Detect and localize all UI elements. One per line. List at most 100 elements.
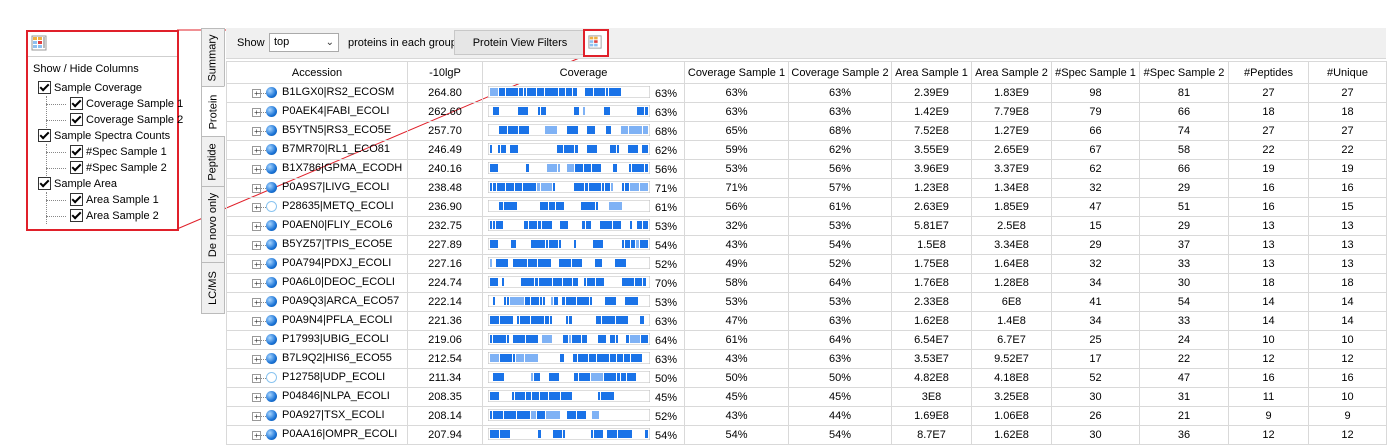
accession-cell[interactable]: + P0A9N4|PFLA_ECOLI [226, 311, 408, 331]
coverage-segment [500, 354, 512, 362]
accession-cell[interactable]: + B5YTN5|RS3_ECO5E [226, 121, 408, 141]
coverage-segment [631, 354, 642, 362]
col-header[interactable]: Coverage [482, 61, 685, 84]
value-cell: 50% [788, 368, 892, 388]
checkbox-checked-icon[interactable] [38, 128, 51, 142]
accession-cell[interactable]: + P0AEK4|FABI_ECOLI [226, 102, 408, 122]
accession-cell[interactable]: + B7MR70|RL1_ECO81 [226, 140, 408, 160]
col-header[interactable]: Coverage Sample 2 [788, 61, 892, 84]
table-row[interactable]: + P0A794|PDXJ_ECOLI 227.16 52% 49% 52% 1.75E8 1… [226, 254, 1387, 274]
table-row[interactable]: + P04846|NLPA_ECOLI 208.35 45% 45% 45% 3E8 3.25… [226, 387, 1387, 407]
coverage-segment [493, 297, 495, 305]
coverage-segment [524, 221, 528, 229]
col-header[interactable]: #Spec Sample 1 [1051, 61, 1140, 84]
accession-cell[interactable]: + P0A9Q3|ARCA_ECO57 [226, 292, 408, 312]
column-option[interactable]: Coverage Sample 2 [28, 112, 183, 128]
accession-cell[interactable]: + B7L9Q2|HIS6_ECO55 [226, 349, 408, 369]
checkbox-checked-icon[interactable] [70, 208, 83, 222]
column-grid-icon[interactable] [31, 35, 47, 51]
tab-summary[interactable]: Summary [201, 28, 225, 88]
table-row[interactable]: + B5YZ57|TPIS_ECO5E 227.89 54% 43% 54% 1.5E8 3.… [226, 235, 1387, 255]
coverage-percent: 63% [655, 316, 678, 328]
table-row[interactable]: + P0A9S7|LIVG_ECOLI 238.48 71% 71% 57% 1.23E8 1… [226, 178, 1387, 198]
column-option[interactable]: #Spec Sample 1 [28, 144, 177, 160]
table-row[interactable]: + P0A6L0|DEOC_ECOLI 224.74 70% 58% 64% 1.76E8 1… [226, 273, 1387, 293]
value-cell: 53% [684, 159, 789, 179]
value-cell: 4.18E8 [971, 368, 1052, 388]
column-option[interactable]: Coverage Sample 1 [28, 96, 183, 112]
coverage-segment [523, 183, 536, 191]
group-sample-spectra-counts[interactable]: Sample Spectra Counts [28, 128, 177, 144]
checkbox-checked-icon[interactable] [70, 144, 83, 158]
accession-cell[interactable]: + P0AA16|OMPR_ECOLI [226, 425, 408, 445]
checkbox-checked-icon[interactable] [70, 192, 83, 206]
table-row[interactable]: + P28635|METQ_ECOLI 236.90 61% 56% 61% 2.63E9 1… [226, 197, 1387, 217]
coverage-segment [512, 392, 514, 400]
checkbox-checked-icon[interactable] [70, 112, 83, 126]
col-header[interactable]: Coverage Sample 1 [684, 61, 789, 84]
table-row[interactable]: + P0AEK4|FABI_ECOLI 262.60 63% 63% 63% 1.42E9 7… [226, 102, 1387, 122]
column-chooser-button[interactable] [583, 29, 609, 57]
accession-cell[interactable]: + P0A927|TSX_ECOLI [226, 406, 408, 426]
accession-cell[interactable]: + P28635|METQ_ECOLI [226, 197, 408, 217]
table-row[interactable]: + B5YTN5|RS3_ECO5E 257.70 68% 65% 68% 7.52E8 1.… [226, 121, 1387, 141]
coverage-segment [581, 202, 595, 210]
tab-de-novo-only[interactable]: De novo only [201, 186, 225, 264]
table-row[interactable]: + P12758|UDP_ECOLI 211.34 50% 50% 50% 4.82E8 4.… [226, 368, 1387, 388]
accession-cell[interactable]: + P17993|UBIG_ECOLI [226, 330, 408, 350]
coverage-segment [618, 430, 632, 438]
value-cell: 3.96E9 [891, 159, 972, 179]
checkbox-checked-icon[interactable] [38, 176, 51, 190]
group-sample-area[interactable]: Sample Area [28, 176, 177, 192]
accession-text: P28635|METQ_ECOLI [282, 200, 394, 212]
coverage-bar [488, 162, 650, 174]
coverage-segment [500, 430, 510, 438]
tab-peptide[interactable]: Peptide [201, 136, 225, 188]
table-row[interactable]: + P17993|UBIG_ECOLI 219.06 64% 61% 64% 6.54E7 6… [226, 330, 1387, 350]
column-option[interactable]: #Spec Sample 2 [28, 160, 177, 176]
coverage-segment [622, 278, 634, 286]
value-cell: 31 [1139, 387, 1229, 407]
checkbox-checked-icon[interactable] [38, 80, 51, 94]
accession-cell[interactable]: + P12758|UDP_ECOLI [226, 368, 408, 388]
top-select[interactable]: top ⌄ [269, 33, 339, 52]
table-row[interactable]: + P0A9Q3|ARCA_ECO57 222.14 53% 53% 53% 2.33E8 6… [226, 292, 1387, 312]
col-header[interactable]: Area Sample 2 [971, 61, 1052, 84]
accession-cell[interactable]: + P0A794|PDXJ_ECOLI [226, 254, 408, 274]
col-header[interactable]: #Unique [1308, 61, 1387, 84]
accession-cell[interactable]: + B1LGX0|RS2_ECOSM [226, 83, 408, 103]
value-cell: 81 [1139, 83, 1229, 103]
table-row[interactable]: + P0AA16|OMPR_ECOLI 207.94 54% 54% 54% 8.7E7 1.… [226, 425, 1387, 445]
accession-cell[interactable]: + B1X786|GPMA_ECODH [226, 159, 408, 179]
accession-cell[interactable]: + P0AEN0|FLIY_ECOL6 [226, 216, 408, 236]
accession-cell[interactable]: + P04846|NLPA_ECOLI [226, 387, 408, 407]
col-header[interactable]: #Peptides [1228, 61, 1309, 84]
checkbox-checked-icon[interactable] [70, 96, 83, 110]
tab-protein[interactable]: Protein [201, 86, 225, 138]
table-row[interactable]: + B7L9Q2|HIS6_ECO55 212.54 63% 43% 63% 3.53E7 9… [226, 349, 1387, 369]
tab-lcms[interactable]: LC/MS [201, 262, 225, 314]
table-row[interactable]: + P0A927|TSX_ECOLI 208.14 52% 43% 44% 1.69E8 1.… [226, 406, 1387, 426]
value-cell: 62 [1051, 159, 1140, 179]
accession-cell[interactable]: + P0A9S7|LIVG_ECOLI [226, 178, 408, 198]
table-row[interactable]: + B1X786|GPMA_ECODH 240.16 56% 53% 56% 3.96E9 3… [226, 159, 1387, 179]
table-row[interactable]: + B1LGX0|RS2_ECOSM 264.80 63% 63% 63% 2.39E9 1.… [226, 83, 1387, 103]
table-row[interactable]: + P0AEN0|FLIY_ECOL6 232.75 53% 32% 53% 5.81E7 2… [226, 216, 1387, 236]
value-cell: 52 [1051, 368, 1140, 388]
tree-line [258, 93, 266, 94]
col-header[interactable]: #Spec Sample 2 [1139, 61, 1229, 84]
col-header[interactable]: -10lgP [407, 61, 483, 84]
checkbox-checked-icon[interactable] [70, 160, 83, 174]
column-option[interactable]: Area Sample 1 [28, 192, 177, 208]
accession-cell[interactable]: + B5YZ57|TPIS_ECO5E [226, 235, 408, 255]
accession-cell[interactable]: + P0A6L0|DEOC_ECOLI [226, 273, 408, 293]
table-row[interactable]: + P0A9N4|PFLA_ECOLI 221.36 63% 47% 63% 1.62E8 1… [226, 311, 1387, 331]
table-row[interactable]: + B7MR70|RL1_ECO81 246.49 62% 59% 62% 3.55E9 2.… [226, 140, 1387, 160]
column-option[interactable]: Area Sample 2 [28, 208, 177, 224]
col-header[interactable]: Accession [226, 61, 408, 84]
group-sample-coverage[interactable]: Sample Coverage [28, 80, 177, 96]
coverage-bar [488, 86, 650, 98]
col-header[interactable]: Area Sample 1 [891, 61, 972, 84]
protein-view-filters-button[interactable]: Protein View Filters [454, 30, 586, 55]
value-cell: 54% [684, 425, 789, 445]
